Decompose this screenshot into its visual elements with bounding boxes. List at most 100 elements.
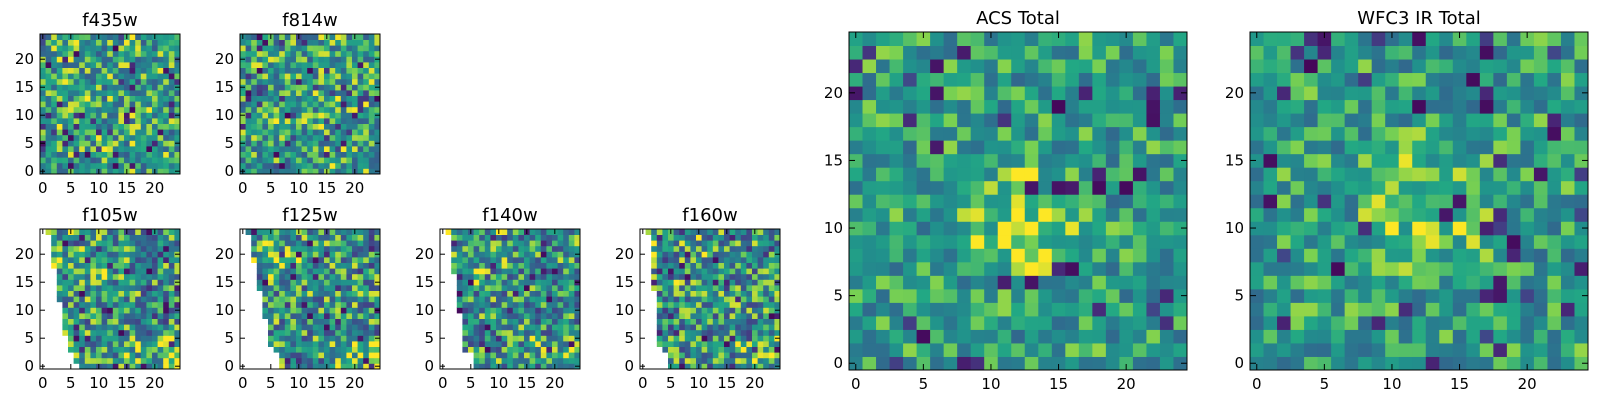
- heatmap-cell: [129, 84, 136, 91]
- heatmap-cell: [129, 301, 136, 308]
- heatmap-cell: [312, 112, 319, 119]
- heatmap-cell: [84, 67, 91, 74]
- heatmap-cell: [96, 73, 102, 80]
- heatmap-cell: [84, 234, 91, 241]
- heatmap-cell: [1078, 261, 1093, 276]
- heatmap-cell: [752, 352, 758, 359]
- heatmap-cell: [79, 352, 86, 359]
- heatmap-cell: [129, 352, 136, 359]
- heatmap-cell: [712, 313, 719, 319]
- y-tick-label: 10: [15, 106, 34, 124]
- heatmap-cell: [729, 335, 736, 342]
- heatmap-cell: [312, 257, 319, 263]
- heatmap-cell: [729, 262, 736, 269]
- heatmap-cell: [96, 257, 102, 263]
- heatmap-cell: [251, 257, 258, 263]
- heatmap-cell: [507, 229, 514, 235]
- heatmap-cell: [318, 313, 325, 319]
- heatmap-cell: [1317, 329, 1332, 344]
- heatmap-cell: [1290, 221, 1305, 236]
- heatmap-cell: [307, 50, 314, 57]
- heatmap-cell: [740, 262, 747, 269]
- heatmap-cell: [563, 341, 570, 347]
- heatmap-cell: [73, 318, 80, 325]
- heatmap-cell: [101, 341, 108, 347]
- heatmap-cell: [552, 234, 558, 241]
- heatmap-cell: [273, 268, 280, 275]
- heatmap-cell: [56, 39, 63, 46]
- heatmap-cell: [849, 194, 863, 209]
- heatmap-cell: [112, 106, 119, 113]
- heatmap-cell: [1385, 248, 1400, 263]
- heatmap-cell: [862, 72, 877, 87]
- heatmap-cell: [876, 329, 891, 344]
- heatmap-cell: [140, 229, 147, 235]
- heatmap-cell: [279, 301, 286, 308]
- heatmap-cell: [73, 118, 80, 124]
- heatmap-cell: [1412, 221, 1427, 236]
- heatmap-cell: [146, 50, 153, 57]
- heatmap-cell: [312, 146, 319, 152]
- heatmap-cell: [501, 285, 508, 291]
- heatmap-cell: [752, 262, 758, 269]
- heatmap-cell: [273, 140, 280, 147]
- heatmap-cell: [318, 240, 325, 247]
- heatmap-cell: [524, 245, 530, 252]
- heatmap-cell: [273, 112, 280, 119]
- heatmap-cell: [352, 157, 358, 164]
- heatmap-cell: [56, 290, 63, 297]
- heatmap-cell: [712, 240, 719, 247]
- heatmap-cell: [524, 296, 530, 303]
- heatmap-cell: [462, 279, 469, 286]
- y-tick-label: 0: [424, 357, 434, 375]
- heatmap-cell: [529, 329, 536, 336]
- heatmap-cell: [45, 39, 52, 46]
- heatmap-cell: [507, 318, 514, 325]
- heatmap-cell: [889, 356, 904, 371]
- heatmap-cell: [507, 329, 514, 336]
- heatmap-cell: [96, 324, 102, 331]
- heatmap-cell: [262, 112, 269, 119]
- heatmap-cell: [1533, 302, 1548, 317]
- heatmap-cell: [62, 39, 69, 46]
- heatmap-cell: [512, 262, 519, 269]
- heatmap-cell: [462, 240, 469, 247]
- heatmap-cell: [335, 95, 342, 102]
- heatmap-cell: [118, 106, 125, 113]
- heatmap-cell: [529, 352, 536, 359]
- heatmap-cell: [346, 146, 353, 152]
- heatmap-cell: [1290, 315, 1305, 330]
- heatmap-cell: [1547, 140, 1562, 155]
- heatmap-cell: [335, 106, 342, 113]
- heatmap-cell: [368, 134, 375, 141]
- heatmap-cell: [1560, 275, 1575, 290]
- heatmap-cell: [368, 50, 375, 57]
- heatmap-cell: [96, 140, 102, 147]
- heatmap-cell: [1385, 126, 1400, 141]
- heatmap-cell: [1439, 207, 1454, 222]
- heatmap-cell: [112, 285, 119, 291]
- heatmap-cell: [679, 352, 686, 359]
- heatmap-cell: [329, 78, 336, 85]
- heatmap-cell: [903, 194, 918, 209]
- heatmap-cell: [346, 118, 353, 124]
- heatmap-cell: [1466, 234, 1481, 249]
- heatmap-cell: [301, 290, 308, 297]
- heatmap-cell: [1317, 356, 1332, 371]
- heatmap-cell: [735, 357, 742, 364]
- heatmap-cell: [1425, 302, 1440, 317]
- heatmap-cell: [1547, 342, 1562, 357]
- heatmap-cell: [1250, 153, 1264, 168]
- heatmap-cell: [101, 234, 108, 241]
- heatmap-cell: [512, 318, 519, 325]
- heatmap-cell: [568, 329, 575, 336]
- heatmap-cell: [107, 307, 114, 314]
- heatmap-cell: [284, 34, 291, 40]
- heatmap-cell: [135, 101, 142, 108]
- heatmap-cell: [490, 335, 497, 342]
- heatmap-cell: [1132, 356, 1147, 371]
- heatmap-cell: [368, 290, 375, 297]
- heatmap-cell: [701, 301, 708, 308]
- heatmap-cell: [752, 341, 758, 347]
- heatmap-cell: [284, 112, 291, 119]
